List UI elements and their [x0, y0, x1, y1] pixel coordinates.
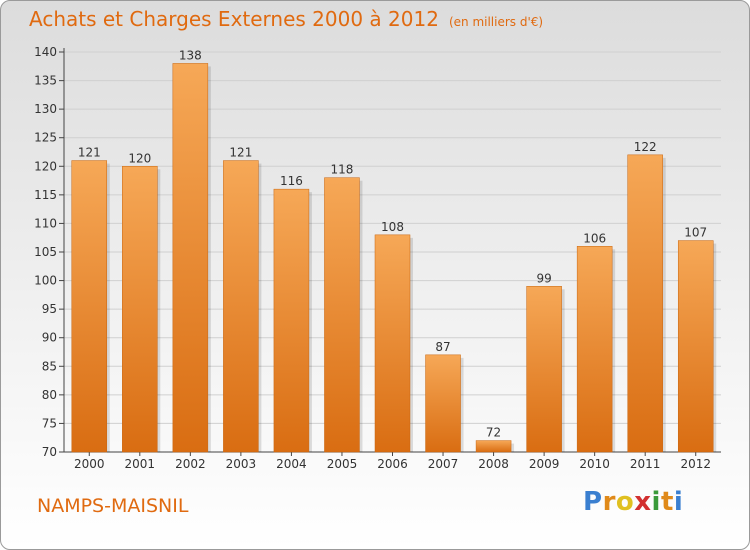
x-tick-label: 2005 [327, 457, 358, 471]
y-tick-label: 70 [42, 445, 57, 459]
bar-value-label: 108 [381, 220, 404, 234]
bar [576, 246, 613, 453]
proxiti-logo: Proxiti [583, 487, 683, 517]
bar [273, 188, 310, 453]
x-tick-label: 2004 [276, 457, 307, 471]
x-tick-label: 2008 [478, 457, 509, 471]
y-tick-label: 85 [42, 359, 57, 373]
commune-name: NAMPS-MAISNIL [37, 495, 189, 517]
bar [475, 440, 512, 453]
logo-letter: o [615, 487, 635, 517]
x-tick-label: 2011 [630, 457, 661, 471]
y-tick-label: 80 [42, 388, 57, 402]
bars [71, 63, 717, 453]
bar-value-label: 120 [128, 151, 151, 165]
y-tick-label: 115 [34, 188, 57, 202]
chart-title: Achats et Charges Externes 2000 à 2012 (e… [29, 7, 543, 31]
chart-title-text: Achats et Charges Externes 2000 à 2012 [29, 7, 439, 31]
y-tick-label: 135 [34, 74, 57, 88]
bar-value-label: 87 [435, 340, 450, 354]
bar-value-label: 121 [229, 146, 252, 160]
y-tick-label: 95 [42, 302, 57, 316]
bar-value-label: 118 [331, 163, 354, 177]
x-tick-label: 2012 [680, 457, 711, 471]
x-tick-label: 2000 [74, 457, 105, 471]
x-tick-label: 2006 [377, 457, 408, 471]
bar [526, 286, 562, 453]
logo-letter: x [634, 487, 652, 517]
logo-letter: P [583, 487, 603, 517]
x-tick-label: 2009 [529, 457, 560, 471]
logo-letter: i [673, 487, 684, 517]
bar [324, 177, 360, 453]
bar [627, 154, 663, 453]
bar-value-label: 116 [280, 174, 303, 188]
bar-value-label: 99 [536, 271, 551, 285]
bar [71, 160, 108, 453]
chart-unit: (en milliers d'€) [448, 15, 544, 29]
bar [374, 234, 411, 453]
bar-value-label: 107 [684, 226, 707, 240]
bar-value-label: 122 [634, 140, 657, 154]
y-tick-label: 125 [34, 131, 57, 145]
x-tick-label: 2001 [125, 457, 156, 471]
y-tick-label: 130 [34, 102, 57, 116]
bar-value-label: 106 [583, 231, 606, 245]
bar [172, 63, 209, 453]
bar [223, 160, 259, 453]
bar [677, 240, 714, 453]
bar-value-label: 121 [78, 146, 101, 160]
logo-letter: i [651, 487, 661, 517]
y-tick-label: 120 [34, 159, 57, 173]
x-tick-label: 2007 [428, 457, 459, 471]
x-tick-label: 2002 [175, 457, 206, 471]
y-tick-label: 140 [34, 45, 57, 59]
x-tick-label: 2010 [579, 457, 610, 471]
logo-letter: t [660, 487, 674, 517]
y-tick-label: 110 [34, 216, 57, 230]
labels: 121 2000 120 2001 138 2002 121 2003 116 2004 118 20… [74, 48, 711, 471]
y-tick-label: 90 [42, 331, 57, 345]
bar [122, 166, 158, 453]
x-tick-label: 2003 [226, 457, 257, 471]
y-tick-label: 100 [34, 274, 57, 288]
y-tick-label: 105 [34, 245, 57, 259]
bar [425, 354, 461, 453]
bar-value-label: 138 [179, 48, 202, 62]
y-tick-label: 75 [42, 416, 57, 430]
logo-letter: r [602, 487, 616, 517]
bar-value-label: 72 [486, 426, 501, 440]
